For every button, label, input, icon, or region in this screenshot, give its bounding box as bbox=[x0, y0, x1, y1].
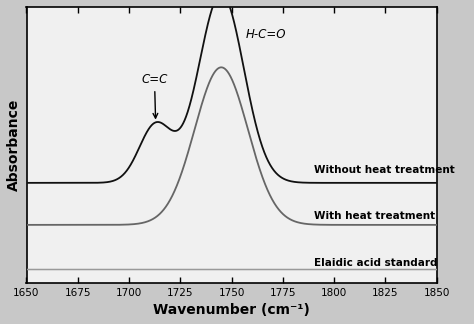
Text: H-C=O: H-C=O bbox=[246, 29, 286, 41]
X-axis label: Wavenumber (cm⁻¹): Wavenumber (cm⁻¹) bbox=[153, 303, 310, 317]
Text: Elaidic acid standard: Elaidic acid standard bbox=[313, 258, 437, 268]
Text: Without heat treatment: Without heat treatment bbox=[313, 165, 454, 175]
Text: C=C: C=C bbox=[141, 73, 168, 118]
Text: With heat treatment: With heat treatment bbox=[313, 211, 435, 221]
Y-axis label: Absorbance: Absorbance bbox=[7, 98, 21, 191]
